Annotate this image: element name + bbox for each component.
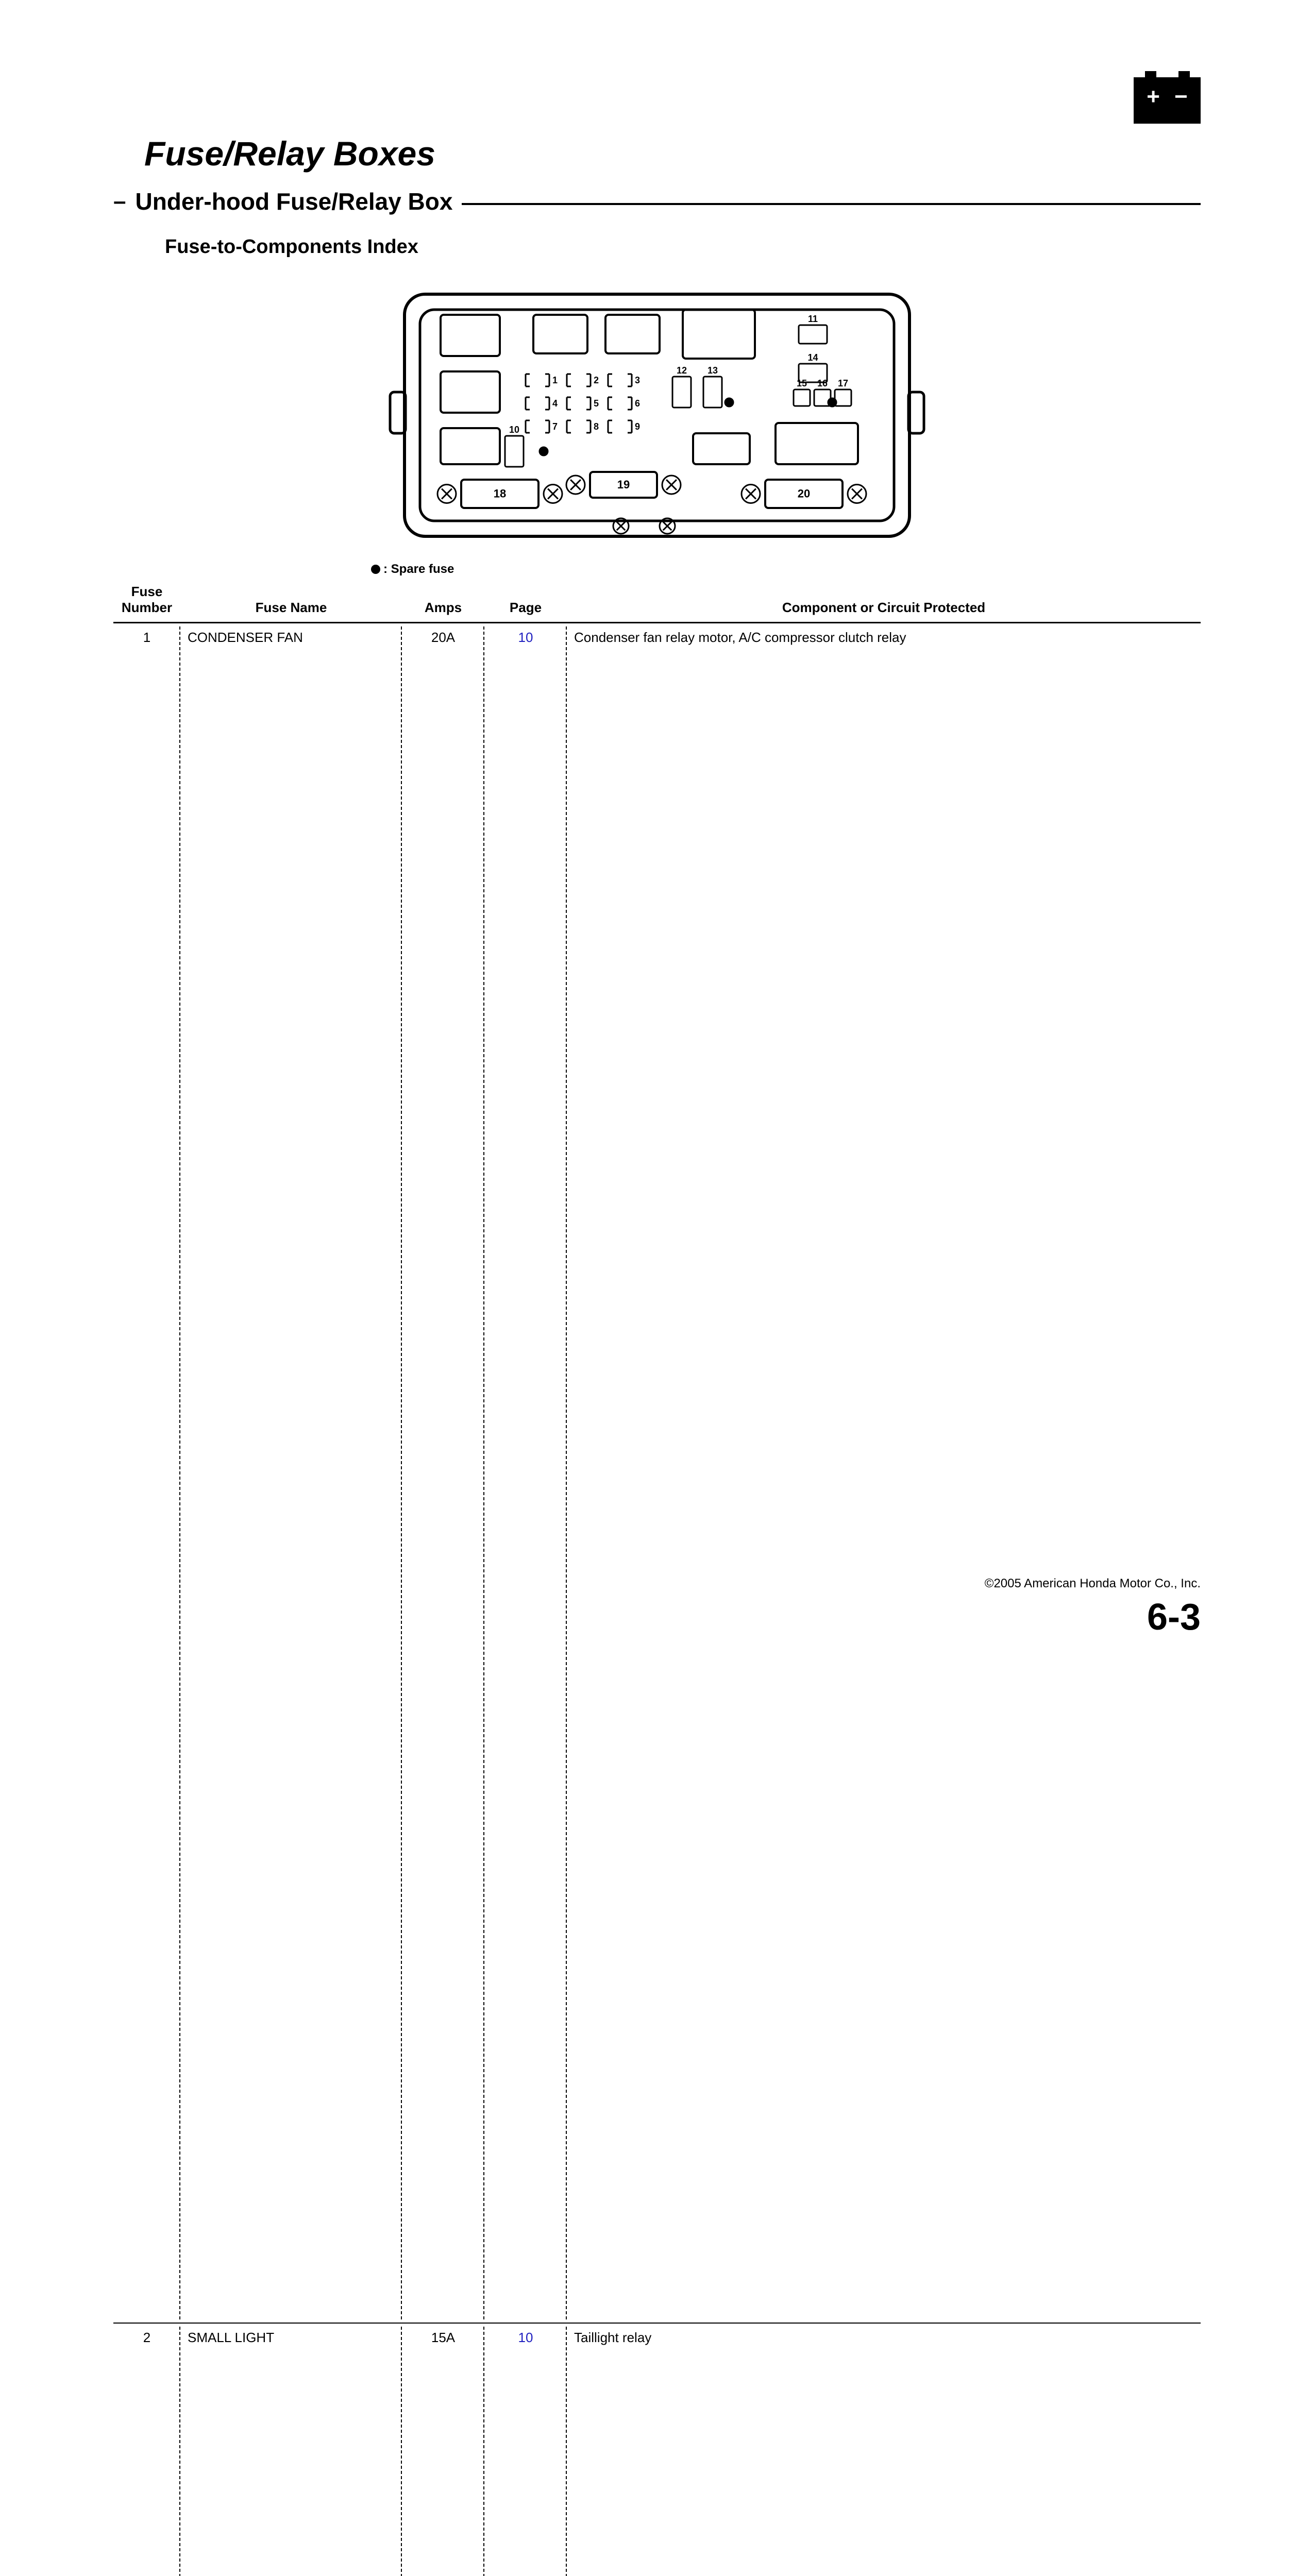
cell-comp: Taillight relay	[567, 2323, 1201, 2576]
cell-comp: Condenser fan relay motor, A/C compresso…	[567, 623, 1201, 2323]
cell-amps: 20A	[402, 623, 484, 2323]
spare-fuse-legend: : Spare fuse	[371, 562, 1201, 577]
table-row: 1CONDENSER FAN20A10Condenser fan relay m…	[113, 623, 1201, 2323]
svg-text:16: 16	[817, 378, 828, 388]
page: +− Fuse/Relay Boxes – Under-hood Fuse/Re…	[0, 0, 1314, 1700]
spare-dot-icon	[371, 565, 380, 574]
svg-text:15: 15	[797, 378, 807, 388]
fusebox-diagram: 1234567891011121314151617181920	[384, 274, 930, 557]
fusebox-diagram-wrap: 1234567891011121314151617181920	[113, 274, 1201, 557]
svg-text:9: 9	[635, 421, 640, 432]
svg-text:14: 14	[807, 352, 818, 363]
cell-name: CONDENSER FAN	[180, 623, 402, 2323]
svg-text:1: 1	[552, 375, 558, 385]
cell-name: SMALL LIGHT	[180, 2323, 402, 2576]
svg-text:5: 5	[594, 398, 599, 409]
svg-text:8: 8	[594, 421, 599, 432]
cell-page[interactable]: 10	[484, 623, 567, 2323]
svg-text:4: 4	[552, 398, 558, 409]
spare-fuse-label: : Spare fuse	[383, 562, 454, 576]
table-row: 2SMALL LIGHT15A10Taillight relay	[113, 2323, 1201, 2576]
subtitle-row: – Under-hood Fuse/Relay Box	[113, 188, 1201, 215]
svg-text:2: 2	[594, 375, 599, 385]
cell-page[interactable]: 10	[484, 2323, 567, 2576]
cell-num: 2	[113, 2323, 180, 2576]
cell-amps: 15A	[402, 2323, 484, 2576]
th-name: Fuse Name	[180, 582, 402, 623]
svg-text:6: 6	[635, 398, 640, 409]
svg-text:11: 11	[808, 314, 818, 324]
svg-text:10: 10	[509, 425, 519, 435]
fuse-table-head: Fuse Number Fuse Name Amps Page Componen…	[113, 582, 1201, 623]
svg-text:13: 13	[707, 365, 718, 376]
svg-text:20: 20	[798, 487, 810, 500]
th-page: Page	[484, 582, 567, 623]
svg-text:18: 18	[494, 487, 506, 500]
svg-text:17: 17	[838, 378, 848, 388]
page-number: 6-3	[985, 1596, 1201, 1638]
svg-text:3: 3	[635, 375, 640, 385]
copyright: ©2005 American Honda Motor Co., Inc.	[985, 1577, 1201, 1591]
subtitle-dash: –	[113, 189, 126, 214]
page-footer: ©2005 American Honda Motor Co., Inc. 6-3	[985, 1577, 1201, 1638]
cell-num: 1	[113, 623, 180, 2323]
th-amps: Amps	[402, 582, 484, 623]
svg-text:7: 7	[552, 421, 558, 432]
subtitle: Under-hood Fuse/Relay Box	[135, 188, 452, 215]
page-title: Fuse/Relay Boxes	[144, 134, 1201, 173]
svg-text:12: 12	[677, 365, 687, 376]
th-component: Component or Circuit Protected	[567, 582, 1201, 623]
section-heading: Fuse-to-Components Index	[165, 236, 1201, 258]
th-number: Fuse Number	[113, 582, 180, 623]
subtitle-rule	[462, 203, 1201, 205]
svg-text:19: 19	[617, 478, 630, 491]
battery-icon: +−	[1134, 77, 1201, 124]
